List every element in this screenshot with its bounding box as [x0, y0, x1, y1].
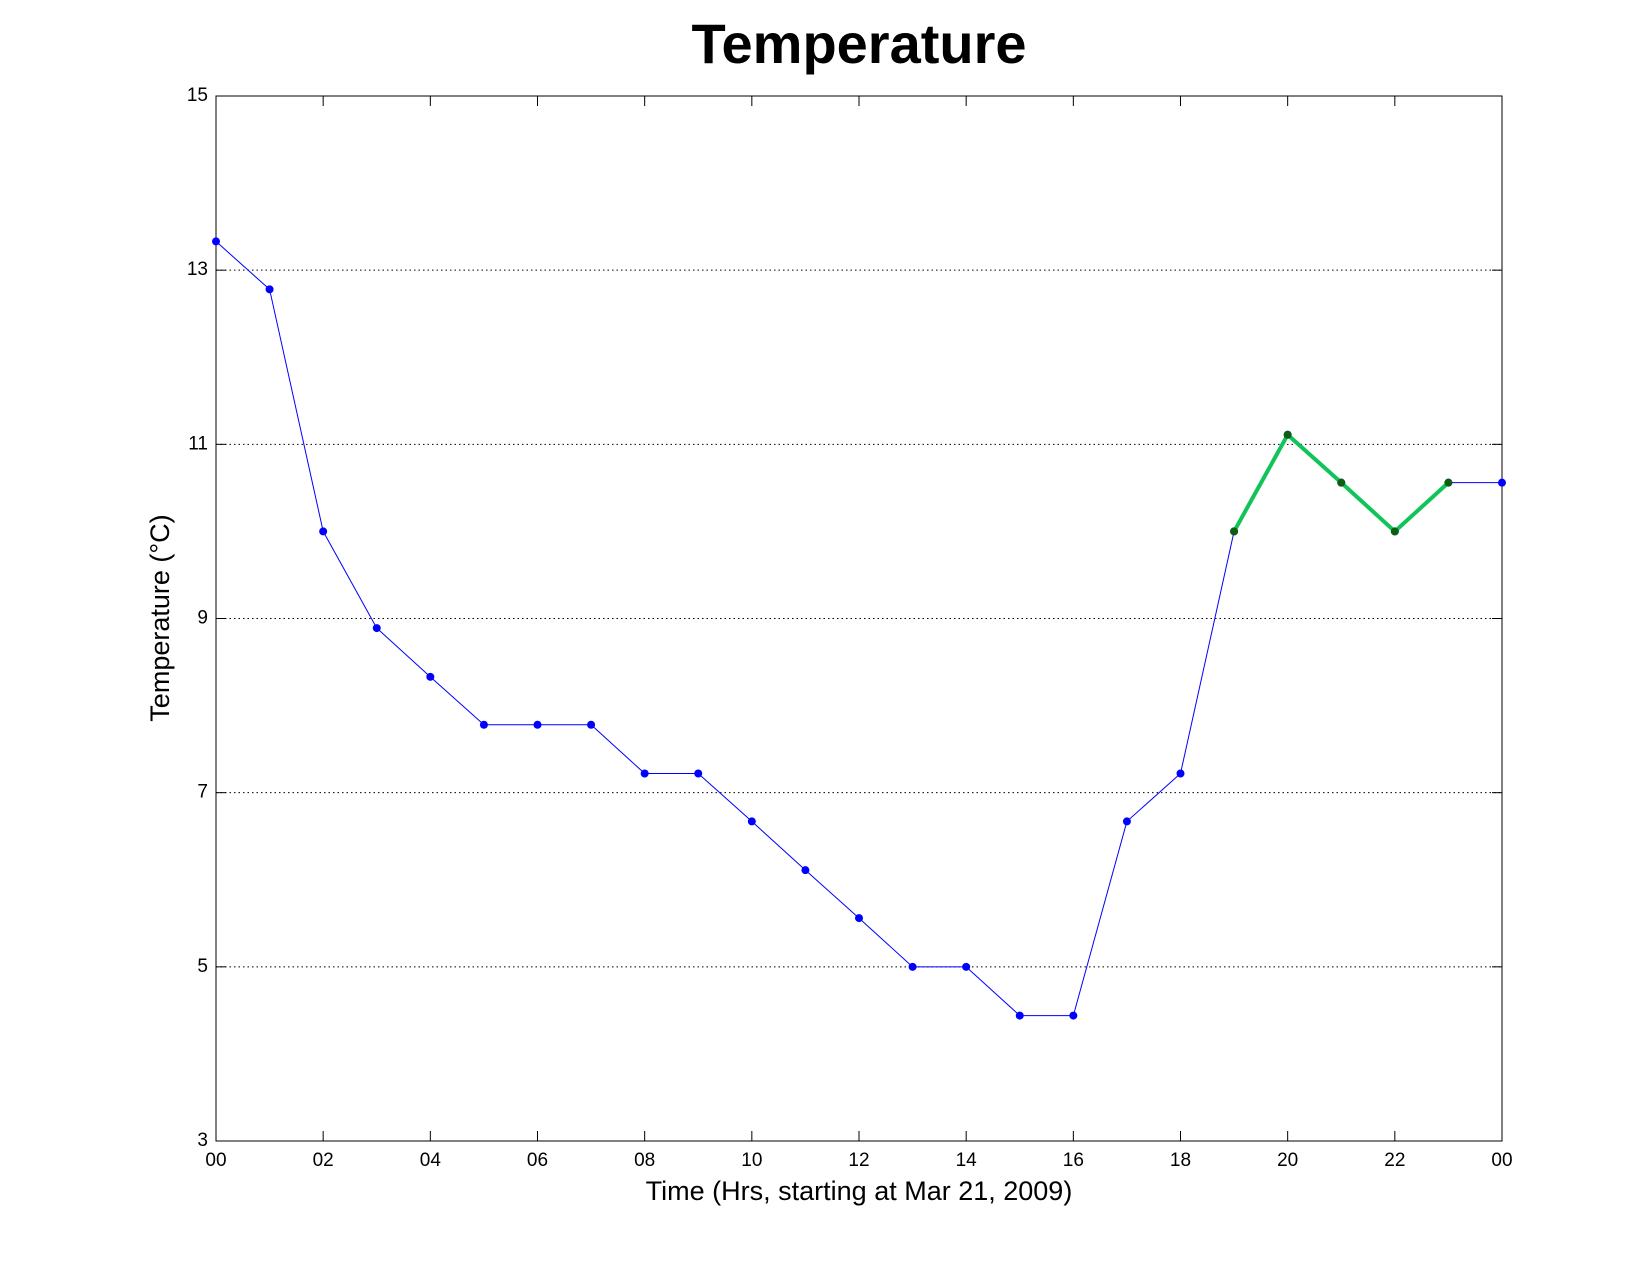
- data-point: [1015, 1011, 1024, 1020]
- data-point: [265, 285, 274, 294]
- chart-title: Temperature: [691, 12, 1026, 75]
- data-point: [962, 962, 971, 971]
- x-tick-label: 04: [420, 1150, 442, 1171]
- x-tick-label: 20: [1277, 1150, 1298, 1171]
- x-axis-label: Time (Hrs, starting at Mar 21, 2009): [646, 1176, 1073, 1206]
- x-tick-label: 02: [313, 1150, 334, 1171]
- data-point: [587, 720, 596, 729]
- x-tick-label: 16: [1063, 1150, 1084, 1171]
- x-tick-label: 12: [848, 1150, 869, 1171]
- data-point: [1337, 478, 1346, 487]
- data-point: [319, 527, 328, 536]
- y-tick-label: 15: [187, 85, 208, 106]
- y-tick-label: 5: [197, 956, 208, 977]
- y-tick-label: 11: [188, 433, 208, 454]
- x-tick-label: 00: [1491, 1150, 1512, 1171]
- data-point: [855, 914, 863, 923]
- data-point: [533, 720, 542, 729]
- x-tick-label: 14: [956, 1150, 978, 1171]
- data-point: [1176, 769, 1185, 778]
- plot-frame: [215, 95, 1503, 1142]
- x-tick-label: 10: [741, 1150, 762, 1171]
- x-tick-label: 00: [205, 1150, 226, 1171]
- data-point: [1444, 478, 1453, 487]
- data-point: [1283, 430, 1292, 439]
- x-tick-label: 08: [634, 1150, 655, 1171]
- y-axis-label: Temperature (°C): [145, 514, 175, 721]
- data-point: [1390, 527, 1399, 536]
- data-point: [640, 769, 649, 778]
- y-tick-label: 13: [187, 259, 208, 280]
- x-tick-label: 18: [1170, 1150, 1191, 1171]
- data-point: [1498, 478, 1506, 487]
- data-point: [479, 720, 488, 729]
- data-point: [212, 237, 220, 246]
- data-point: [1122, 817, 1131, 826]
- x-tick-label: 06: [527, 1150, 548, 1171]
- data-point: [747, 817, 756, 826]
- y-tick-label: 3: [197, 1130, 208, 1151]
- data-point: [1230, 527, 1239, 536]
- data-point: [372, 624, 381, 633]
- y-tick-label: 9: [197, 608, 208, 629]
- data-point: [426, 672, 435, 681]
- data-point: [694, 769, 703, 778]
- y-tick-label: 7: [197, 782, 208, 803]
- data-point: [908, 962, 917, 971]
- x-tick-label: 22: [1384, 1150, 1405, 1171]
- data-point: [801, 866, 810, 875]
- data-point: [1069, 1011, 1078, 1020]
